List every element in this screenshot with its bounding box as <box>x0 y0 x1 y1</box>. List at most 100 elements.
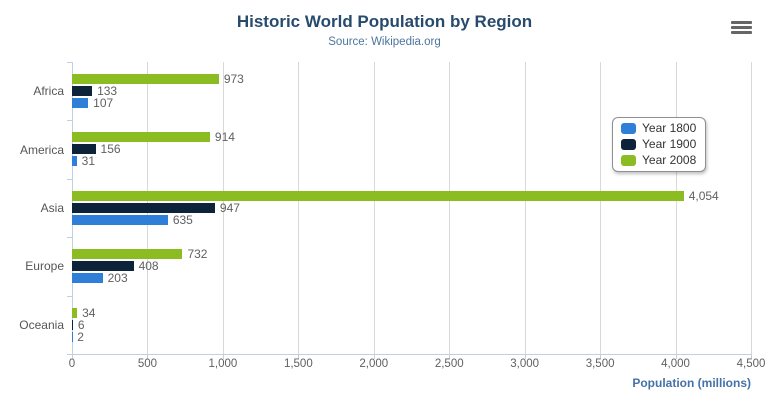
chart-subtitle: Source: Wikipedia.org <box>328 36 441 48</box>
bar-value-label: 31 <box>81 154 96 169</box>
legend-swatch <box>621 122 636 134</box>
category-label-asia: Asia <box>40 200 64 215</box>
x-axis-tick-label: 2,500 <box>434 358 464 370</box>
x-axis-tick <box>72 354 73 359</box>
category-label-america: America <box>19 142 64 157</box>
bar-row: 6 <box>72 317 751 332</box>
legend-item-year-2008[interactable]: Year 2008 <box>621 152 696 168</box>
plot-area: 973 133 107 914 156 31 4,054 947 635 732 408 203 34 6… <box>67 62 752 359</box>
bar-value-label: 107 <box>93 96 114 110</box>
legend-swatch <box>621 138 636 150</box>
bar-group-oceania: 34 6 2 <box>72 296 751 354</box>
grid-line <box>222 62 224 354</box>
x-axis-tick <box>524 354 526 359</box>
bar-asia-year-2008[interactable] <box>72 190 684 201</box>
legend-item-year-1800[interactable]: Year 1800 <box>621 120 696 136</box>
bar-value-label: 156 <box>100 142 121 157</box>
x-axis-tick <box>751 354 752 359</box>
grid-line <box>751 62 752 354</box>
y-axis-tick <box>67 178 72 180</box>
bar-america-year-2008[interactable] <box>72 132 210 143</box>
grid-line <box>675 62 677 354</box>
bar-row: 203 <box>72 271 751 286</box>
legend-item-year-1900[interactable]: Year 1900 <box>621 136 696 152</box>
legend-label: Year 2008 <box>642 153 697 167</box>
bar-row: 973 <box>72 72 751 86</box>
bar-group-europe: 732 408 203 <box>72 237 751 295</box>
bar-row: 4,054 <box>72 188 751 203</box>
bar-row: 156 <box>72 142 751 157</box>
bar-value-label: 133 <box>97 84 118 98</box>
chart-title: Historic World Population by Region <box>236 12 533 31</box>
x-axis-tick <box>675 354 677 359</box>
hamburger-icon <box>731 21 752 24</box>
x-axis-tick <box>373 354 375 359</box>
bar-row: 31 <box>72 154 751 169</box>
bar-value-label: 2 <box>77 329 84 344</box>
y-axis-tick <box>67 62 72 63</box>
bar-value-label: 34 <box>82 305 96 320</box>
bar-row: 408 <box>72 259 751 274</box>
legend-items: Year 1800 Year 1900 Year 2008 <box>621 120 696 168</box>
category-label-oceania: Oceania <box>19 317 64 332</box>
bar-row: 914 <box>72 130 751 145</box>
category-label-europe: Europe <box>25 259 64 274</box>
x-axis-tick-label: 2,000 <box>359 358 389 370</box>
series-layer: 973 133 107 914 156 31 4,054 947 635 732 408 203 34 6… <box>72 62 751 354</box>
legend-swatch <box>621 154 636 166</box>
bar-row: 732 <box>72 248 751 260</box>
y-axis-tick <box>67 354 72 355</box>
bar-row: 133 <box>72 84 751 98</box>
bar-row: 34 <box>72 305 751 320</box>
grid-line <box>600 62 602 354</box>
legend-label: Year 1800 <box>642 121 697 135</box>
bar-oceania-year-1900[interactable] <box>72 319 73 330</box>
y-axis-tick <box>67 295 72 297</box>
hamburger-icon <box>731 31 752 34</box>
y-axis-tick <box>67 237 72 239</box>
bar-group-asia: 4,054 947 635 <box>72 179 751 237</box>
bar-america-year-1800[interactable] <box>72 156 77 167</box>
bar-group-america: 914 156 31 <box>72 120 751 178</box>
legend: Year 1800 Year 1900 Year 2008 <box>612 117 707 172</box>
x-axis-title: Population (millions) <box>632 376 751 390</box>
bar-europe-year-1800[interactable] <box>72 273 103 284</box>
x-axis-tick-label: 4,000 <box>661 358 690 370</box>
x-axis-tick <box>298 354 300 359</box>
x-axis-tick-label: 0 <box>68 358 76 370</box>
bar-africa-year-2008[interactable] <box>72 74 219 84</box>
grid-line <box>524 62 526 354</box>
bar-africa-year-1900[interactable] <box>72 86 93 96</box>
x-axis-tick <box>600 354 602 359</box>
bar-europe-year-1900[interactable] <box>72 261 134 272</box>
bar-asia-year-1900[interactable] <box>72 202 215 213</box>
x-axis-tick-labels: 0 500 1,000 1,500 2,000 2,500 3,000 3,500 4,000 4… <box>68 358 766 372</box>
bar-africa-year-1800[interactable] <box>72 98 89 108</box>
bar-value-label: 408 <box>138 259 159 274</box>
legend-label: Year 1900 <box>642 137 697 151</box>
bar-row: 635 <box>72 214 751 226</box>
bar-america-year-1900[interactable] <box>72 144 96 155</box>
bar-asia-year-1800[interactable] <box>72 214 168 225</box>
x-axis-tick-label: 1,000 <box>208 358 238 370</box>
bar-row: 947 <box>72 200 751 215</box>
bar-oceania-year-2008[interactable] <box>72 307 78 318</box>
x-axis-tick-label: 3,500 <box>585 358 615 370</box>
export-menu-button[interactable] <box>731 21 752 34</box>
y-axis-category-labels: Africa America Asia Europe Oceania <box>0 62 64 354</box>
grid-line <box>298 62 300 354</box>
x-axis-tick-label: 4,500 <box>736 358 766 370</box>
grid-line <box>449 62 451 354</box>
bar-europe-year-2008[interactable] <box>72 249 183 260</box>
x-axis-tick <box>449 354 451 359</box>
bar-value-label: 973 <box>223 72 244 86</box>
hamburger-icon <box>731 26 752 29</box>
y-axis-tick <box>67 120 72 122</box>
x-axis-tick-label: 500 <box>137 358 158 370</box>
bar-value-label: 947 <box>219 200 240 215</box>
bar-value-label: 914 <box>214 130 235 145</box>
bar-value-label: 4,054 <box>688 188 719 203</box>
bar-value-label: 6 <box>77 317 85 332</box>
bar-value-label: 203 <box>107 271 128 286</box>
